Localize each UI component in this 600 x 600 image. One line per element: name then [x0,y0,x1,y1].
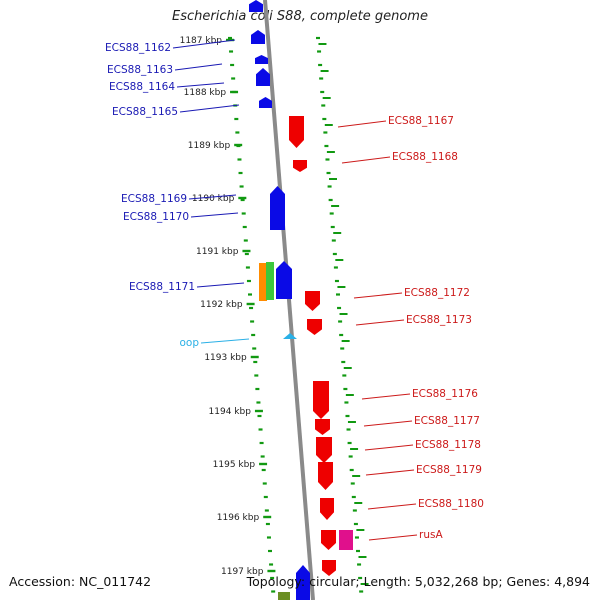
minus-gene-glyph [293,160,307,172]
minus-gene-label: ECS88_1177 [414,415,480,427]
minus-gene-glyph [318,462,333,490]
minus-gene-glyph [289,116,304,148]
plus-gene-label-leader [176,82,225,88]
plus-gene-label: ECS88_1164 [109,81,175,93]
scale-tick-label: 1194 kbp [209,407,252,417]
minus-gene-glyph [320,498,334,520]
plus-gene-label-leader [174,63,223,71]
minus-gene-glyph [305,291,320,311]
map-title: Escherichia coli S88, complete genome [172,9,428,24]
scale-tick-label: 1191 kbp [196,247,239,257]
plus-gene-label-leader [172,39,236,49]
minus-gene-glyph [313,381,329,419]
minus-gene-label: ECS88_1173 [406,314,472,326]
plus-gene-glyph [249,0,263,12]
backbone-layer [263,0,315,600]
scale-tick-label: 1190 kbp [192,194,235,204]
plus-gene-glyph [259,97,272,108]
origin-label: oop [179,337,199,349]
origin-marker [283,333,297,339]
pink-gene-glyph [339,530,353,550]
scale-tick-label: 1188 kbp [184,88,227,98]
minus-gene-label-leader [368,534,418,541]
scale-tick-label: 1196 kbp [217,513,260,523]
minus-gene-label-leader [364,444,414,451]
minus-gene-label-leader [367,503,417,510]
label-layer: 1187 kbp 1188 kbp 1189 kbp 1190 kbp 1191 kbp… [105,36,484,577]
minus-gene-label: rusA [419,529,443,541]
minus-gene-label: ECS88_1179 [416,464,482,476]
plus-gene-label-leader [188,194,237,200]
minus-gene-label-leader [353,292,403,299]
minus-gene-label-leader [355,319,405,326]
scale-tick-label: 1189 kbp [188,141,231,151]
plus-gene-glyph [256,68,270,86]
minus-gene-label-leader [365,469,415,476]
scale-tick-label: 1192 kbp [200,300,243,310]
minus-gene-label: ECS88_1176 [412,388,478,400]
scale-tick-label: 1195 kbp [213,460,256,470]
plus-gene-label-leader [179,104,240,113]
plus-gene-label: ECS88_1171 [129,281,195,293]
scale-tick-label: 1187 kbp [180,36,223,46]
minus-gene-label-leader [337,120,387,128]
green-gene-glyph [266,262,274,300]
minus-gene-glyph [322,560,336,576]
minus-gene-label-leader [361,393,411,400]
plus-gene-label: ECS88_1162 [105,42,171,54]
minus-gene-label: ECS88_1178 [415,439,481,451]
minus-gene-label: ECS88_1172 [404,287,470,299]
plus-gene-label: ECS88_1163 [107,64,173,76]
backbone-line [263,0,315,600]
plus-gene-glyph [251,30,265,44]
plus-gene-glyph [276,261,292,299]
accession-text: Accession: NC_011742 [9,574,152,589]
scale-tick-label: 1193 kbp [204,353,247,363]
plus-gene-label: ECS88_1170 [123,211,189,223]
olive-gene-glyph [278,592,290,600]
origin-label-leader [200,338,250,344]
scale-tick-label: 1197 kbp [221,567,264,577]
minus-gene-label: ECS88_1167 [388,115,454,127]
feature-layer [249,0,353,600]
minus-gene-label: ECS88_1180 [418,498,484,510]
plus-gene-label-leader [190,212,239,218]
plus-gene-label-leader [196,282,245,288]
minus-gene-label-leader [363,420,413,427]
plus-gene-glyph [296,565,310,600]
minus-gene-glyph [307,319,322,335]
minus-gene-label-leader [341,156,391,164]
plus-gene-glyph [255,55,268,64]
minus-gene-glyph [316,437,332,463]
minus-gene-label: ECS88_1168 [392,151,458,163]
plus-gene-label: ECS88_1165 [112,106,178,118]
minus-gene-glyph [321,530,336,550]
plus-gene-label: ECS88_1169 [121,193,187,205]
minus-gene-glyph [315,419,330,435]
plus-gene-glyph [270,186,285,230]
genome-summary-text: Topology: circular; Length: 5,032,268 bp… [246,574,590,589]
orange-gene-glyph [259,263,267,301]
